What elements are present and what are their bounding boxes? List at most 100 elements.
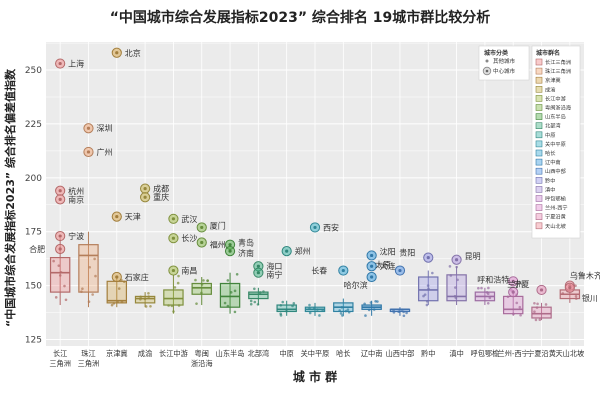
other-city-point [291,304,294,308]
city-label: 合肥 [29,244,45,254]
other-city-point [292,301,296,305]
city-label: 重庆 [153,192,169,202]
center-city-dot [143,195,147,199]
other-city-point [176,281,180,285]
other-city-point [117,287,121,290]
other-city-point [369,301,373,304]
other-city-point [279,303,283,307]
other-city-point [427,287,430,291]
city-label: 海口 [266,261,282,271]
city-label: 广州 [96,147,112,157]
other-city-point [262,290,265,293]
legend-group-swatch [535,222,543,230]
center-city-dot [285,249,289,253]
other-city-point [308,307,311,310]
legend-group-swatch [535,213,543,220]
other-city-point [59,270,63,274]
center-city-dot [171,268,176,273]
city-label: 兰州 [507,279,523,289]
legend-group-label: 呼包鄂榆 [545,195,567,203]
center-city-dot [454,258,459,262]
other-city-point [120,300,124,304]
box-5 [163,289,184,306]
legend-group-swatch [535,67,543,75]
other-city-point [170,304,174,308]
city-label: 贵阳 [399,248,415,258]
legend-group-swatch [535,186,543,193]
center-city-dot [568,286,572,290]
legend-group-label: 粤闽浙沿海 [545,104,571,112]
legend-group-swatch [535,76,543,84]
other-city-point [402,310,405,314]
x-tick-label: 珠江 [81,349,95,358]
other-city-point [226,279,230,282]
legend-group-label: 天山北坡 [545,222,566,230]
center-city-dot [58,197,62,201]
other-city-point [561,292,565,295]
y-tick-label: 175 [25,228,42,238]
other-city-point [538,318,542,322]
other-city-point [454,286,457,289]
other-city-point [544,303,548,306]
legend-group-swatch [535,113,543,120]
box-2 [78,244,99,293]
city-label: 上海 [68,59,84,69]
other-city-point [281,300,285,304]
other-city-point [233,289,237,293]
city-label: 呼和浩特 [477,274,509,284]
legend-group-swatch [535,177,543,184]
other-city-point [519,313,522,317]
city-label: 银川 [582,293,598,303]
legend-type-title: 城市分类 [484,49,509,57]
center-city-dot [370,264,374,268]
other-city-point [515,301,519,305]
legend-group-label: 关中平原 [545,140,566,148]
box-8 [248,291,269,300]
other-city-point [425,303,429,307]
legend-group-swatch [535,204,543,211]
other-city-point [456,278,459,282]
city-label: 深圳 [96,123,112,133]
other-city-point [88,265,92,269]
other-city-point [149,304,152,308]
other-city-point [139,297,142,301]
center-city-dot [539,288,544,292]
legend-group-label: 兰州-西宁 [545,204,568,212]
x-tick-label: 辽中南 [361,349,383,358]
center-city-dot [115,275,119,279]
other-city-point [194,278,197,282]
legend-group-swatch [535,86,543,93]
other-city-point [316,308,319,311]
legend-group-label: 中原 [545,131,555,139]
city-label: 武汉 [181,214,197,224]
center-city-dot [115,215,119,219]
center-city-dot [256,264,260,268]
x-tick-label: 山西中部 [386,349,415,358]
other-city-point [93,257,96,261]
center-city-dot [228,243,232,247]
other-city-point [574,294,578,298]
center-city-dot [228,249,232,253]
other-city-point [533,301,536,305]
city-label: 昆明 [465,252,481,261]
other-city-point [431,271,434,275]
other-city-point [340,305,344,309]
other-city-point [110,303,114,307]
other-city-point [177,274,180,278]
other-city-point [344,309,348,313]
y-tick-label: 250 [25,66,42,76]
other-city-point [87,300,91,304]
city-label: 青岛 [238,238,254,248]
legend-group-swatch [535,149,543,157]
center-city-dot [370,253,374,258]
other-city-point [534,318,538,322]
legend-group-label: 滇中 [545,185,555,193]
center-city-dot [143,187,147,191]
y-tick-label: 125 [25,336,42,346]
other-city-point [57,264,61,267]
legend-group-swatch [535,167,543,175]
city-label: 天津 [125,212,141,222]
other-city-point [139,295,142,299]
other-city-point [206,279,209,283]
